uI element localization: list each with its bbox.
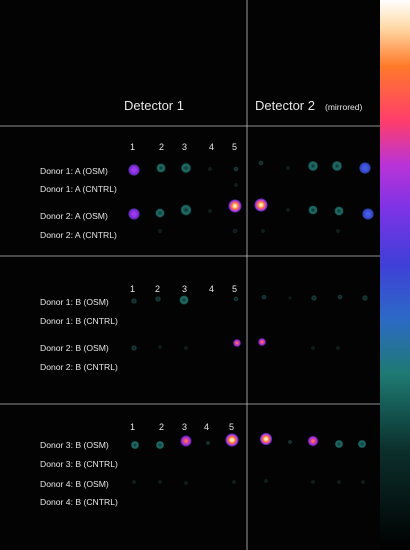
spot (257, 337, 267, 347)
spot (258, 160, 264, 166)
spot (207, 208, 213, 214)
row-label: Donor 2: A (OSM) (40, 211, 108, 221)
spot (331, 160, 343, 172)
panel-a: 1 2 3 4 5 Donor 1: A (OSM) Donor 1: A (C… (40, 142, 374, 240)
spot (310, 345, 316, 351)
col-label-4: 4 (204, 422, 209, 432)
col-label-3: 3 (182, 422, 187, 432)
detector-2-title: Detector 2 (255, 98, 315, 113)
spot (179, 295, 189, 305)
spot (259, 432, 273, 446)
spot (232, 338, 242, 348)
row-label: Donor 1: B (CNTRL) (40, 316, 118, 326)
spot (155, 208, 165, 218)
row-label: Donor 4: B (CNTRL) (40, 497, 118, 507)
spot (288, 296, 292, 300)
spot (335, 345, 341, 351)
image-background (0, 0, 380, 550)
spot (157, 228, 163, 234)
spot (357, 439, 367, 449)
col-label-1: 1 (130, 142, 135, 152)
spot (131, 479, 137, 485)
spot (285, 207, 291, 213)
spot (130, 440, 140, 450)
spot (307, 435, 319, 447)
spot (261, 294, 267, 300)
spot (233, 166, 239, 172)
col-label-5: 5 (232, 142, 237, 152)
detector-1-title: Detector 1 (124, 98, 184, 113)
col-label-1: 1 (130, 422, 135, 432)
spot (310, 294, 318, 302)
row-label: Donor 1: B (OSM) (40, 297, 109, 307)
row-label: Donor 3: B (CNTRL) (40, 459, 118, 469)
row-label: Donor 2: B (OSM) (40, 343, 109, 353)
spot (254, 198, 268, 212)
col-label-5: 5 (229, 422, 234, 432)
row-label: Donor 1: A (CNTRL) (40, 184, 117, 194)
spot (231, 479, 237, 485)
spot (157, 479, 163, 485)
spot (233, 296, 239, 302)
spot (233, 182, 239, 188)
row-label: Donor 1: A (OSM) (40, 166, 108, 176)
col-label-3: 3 (182, 142, 187, 152)
spot (180, 204, 192, 216)
spot (157, 344, 163, 350)
spot (228, 199, 242, 213)
spot (307, 160, 319, 172)
col-label-2: 2 (155, 284, 160, 294)
detector-2-subtitle: (mirrored) (325, 102, 362, 112)
spot (337, 294, 343, 300)
spot (285, 165, 291, 171)
col-label-2: 2 (159, 142, 164, 152)
spot (310, 479, 316, 485)
panel-c: 1 2 3 4 5 Donor 3: B (OSM) Donor 3: B (C… (40, 422, 367, 507)
spot (361, 294, 369, 302)
row-label: Donor 4: B (OSM) (40, 479, 109, 489)
spot (334, 206, 344, 216)
spot (128, 208, 140, 220)
spot (207, 166, 213, 172)
colorbar (380, 0, 410, 550)
row-label: Donor 2: B (CNTRL) (40, 362, 118, 372)
spot (225, 433, 239, 447)
col-label-4: 4 (209, 142, 214, 152)
row-label: Donor 3: B (OSM) (40, 440, 109, 450)
spot (287, 439, 293, 445)
col-label-4: 4 (209, 284, 214, 294)
spot (154, 295, 162, 303)
spot (130, 344, 138, 352)
spot (260, 228, 266, 234)
spot (130, 297, 138, 305)
spot (263, 478, 269, 484)
spot (155, 440, 165, 450)
spot (334, 439, 344, 449)
spot (179, 434, 193, 448)
panel-b: 1 2 3 4 5 Donor 1: B (OSM) Donor 1: B (C… (40, 284, 369, 372)
spot (205, 440, 211, 446)
row-label: Donor 2: A (CNTRL) (40, 230, 117, 240)
spot (335, 228, 341, 234)
col-label-5: 5 (232, 284, 237, 294)
spot (232, 228, 238, 234)
spot (308, 205, 318, 215)
spot (128, 164, 140, 176)
spot (362, 208, 374, 220)
spot (359, 162, 371, 174)
spot (180, 162, 192, 174)
col-label-2: 2 (159, 422, 164, 432)
spot (360, 479, 366, 485)
spot (156, 163, 166, 173)
spot (336, 479, 342, 485)
spot (183, 480, 189, 486)
spot (183, 345, 189, 351)
col-label-1: 1 (130, 284, 135, 294)
col-label-3: 3 (182, 284, 187, 294)
